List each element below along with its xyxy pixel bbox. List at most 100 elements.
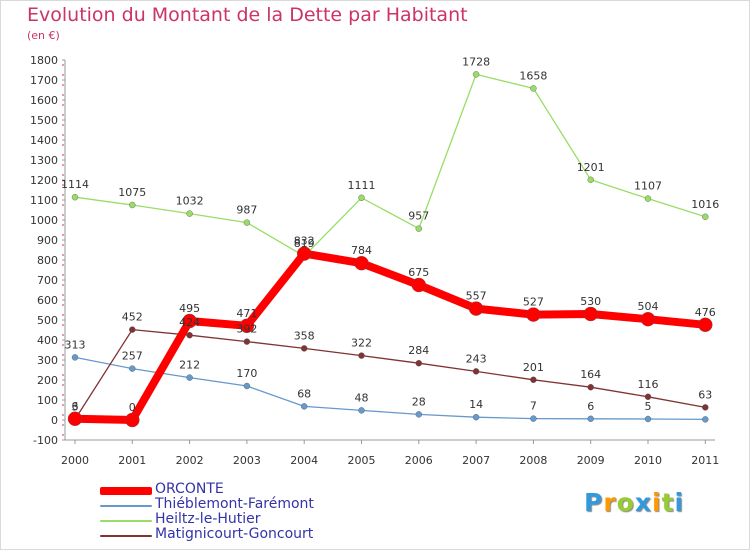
data-point <box>644 393 652 400</box>
data-label: 116 <box>638 378 659 391</box>
legend-swatch <box>100 535 152 537</box>
data-point <box>472 414 480 421</box>
y-tick-label: 0 <box>51 414 58 427</box>
y-tick-label: 200 <box>37 374 58 387</box>
data-point <box>358 194 365 202</box>
data-label: 452 <box>122 311 143 324</box>
data-label: 957 <box>408 210 429 223</box>
data-point <box>644 195 652 202</box>
data-label: 0 <box>129 401 136 414</box>
data-point <box>186 332 193 339</box>
legend-label: Heiltz-le-Hutier <box>155 511 261 527</box>
y-tick-label: 1700 <box>30 74 58 87</box>
data-label: 832 <box>294 235 315 248</box>
data-point <box>587 415 594 422</box>
data-point <box>415 225 422 232</box>
data-point <box>411 277 426 293</box>
y-tick-label: 300 <box>37 354 58 367</box>
data-point <box>301 403 308 410</box>
data-label: 424 <box>179 316 200 329</box>
x-tick-label: 2003 <box>233 454 261 467</box>
y-tick-label: 800 <box>37 254 58 267</box>
data-label: 358 <box>294 329 315 342</box>
data-label: 68 <box>297 387 311 400</box>
data-label: 1111 <box>348 179 376 192</box>
data-label: 28 <box>412 395 426 408</box>
data-label: 257 <box>122 350 143 363</box>
x-tick-label: 2002 <box>176 454 204 467</box>
data-point <box>583 306 598 322</box>
y-tick-label: 1600 <box>30 94 58 107</box>
data-point <box>698 317 713 332</box>
data-point <box>129 326 136 333</box>
x-tick-label: 2010 <box>634 454 662 467</box>
data-point <box>182 313 197 329</box>
data-label: 6 <box>587 400 594 413</box>
data-label: 170 <box>236 367 257 380</box>
x-tick-label: 2009 <box>577 454 605 467</box>
data-point <box>415 360 422 367</box>
y-tick-label: -100 <box>33 434 58 447</box>
data-label: 1114 <box>61 178 89 191</box>
data-label: 1728 <box>462 55 490 68</box>
data-label: 243 <box>466 352 487 365</box>
legend-swatch <box>100 487 152 495</box>
proxiti-logo: Proxiti <box>584 488 685 517</box>
data-point <box>297 246 312 261</box>
x-tick-label: 2004 <box>290 454 318 467</box>
series-line <box>74 356 706 421</box>
data-label: 1016 <box>691 198 719 211</box>
data-label: 476 <box>695 306 716 319</box>
data-point <box>129 365 136 372</box>
y-tick-label: 900 <box>37 234 58 247</box>
data-label: 63 <box>698 388 712 401</box>
y-tick-label: 1100 <box>30 194 58 207</box>
data-point <box>358 352 365 359</box>
data-label: 819 <box>294 237 315 250</box>
data-point <box>71 354 79 361</box>
data-point <box>243 338 251 345</box>
series-line <box>74 249 706 424</box>
data-point <box>530 415 537 422</box>
legend-label: ORCONTE <box>155 481 224 497</box>
x-tick-label: 2001 <box>118 454 146 467</box>
data-point <box>702 213 709 221</box>
data-point <box>526 307 541 322</box>
data-point <box>472 71 480 78</box>
data-point <box>644 415 652 423</box>
legend-swatch <box>100 520 152 522</box>
data-point <box>530 376 537 383</box>
x-tick-label: 2006 <box>405 454 433 467</box>
data-label: 1658 <box>519 69 547 82</box>
y-tick-label: 1800 <box>30 54 58 67</box>
legend-swatch <box>100 505 152 507</box>
data-point <box>186 374 193 381</box>
data-label: 5 <box>645 400 652 413</box>
x-tick-label: 2011 <box>691 454 719 467</box>
data-point <box>415 411 422 418</box>
data-label: 471 <box>236 307 257 320</box>
data-label: 784 <box>351 244 372 257</box>
data-point <box>530 85 537 92</box>
data-point <box>702 404 709 411</box>
data-point <box>301 345 308 352</box>
y-tick-label: 400 <box>37 334 58 347</box>
data-point <box>67 411 83 426</box>
data-point <box>468 301 484 316</box>
data-point <box>640 312 656 327</box>
x-tick-label: 2005 <box>348 454 376 467</box>
data-label: 212 <box>179 359 200 372</box>
data-point <box>243 382 251 390</box>
y-tick-label: 1000 <box>30 214 58 227</box>
data-label: 527 <box>523 296 544 309</box>
data-label: 7 <box>530 400 537 413</box>
data-label: 201 <box>523 361 544 374</box>
data-point <box>239 318 255 333</box>
data-label: 14 <box>469 398 483 411</box>
y-tick-label: 600 <box>37 294 58 307</box>
y-tick-label: 500 <box>37 314 58 327</box>
data-label: 164 <box>580 368 601 381</box>
data-point <box>71 193 79 201</box>
data-label: 495 <box>179 302 200 315</box>
